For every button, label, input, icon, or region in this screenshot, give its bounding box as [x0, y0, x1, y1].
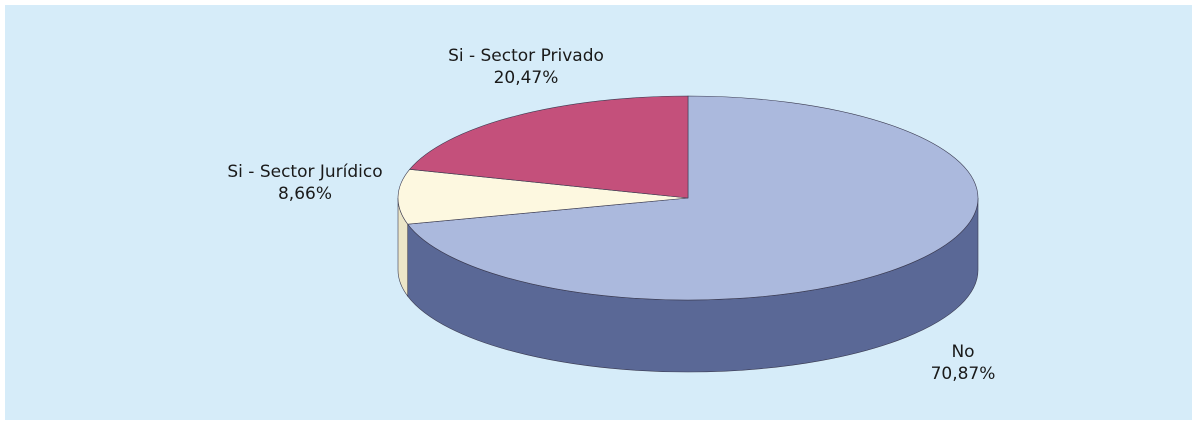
pie-slice	[397, 169, 689, 225]
pie-slice	[409, 95, 689, 199]
slice-value-label: 20,47%	[494, 68, 559, 88]
slice-label: Si - Sector Jurídico	[227, 162, 382, 182]
slice-value-label: 70,87%	[931, 364, 996, 384]
slice-label: Si - Sector Privado	[448, 46, 604, 66]
slice-label: No	[951, 342, 974, 362]
slice-value-label: 8,66%	[278, 184, 332, 204]
pie-slice	[407, 95, 979, 301]
